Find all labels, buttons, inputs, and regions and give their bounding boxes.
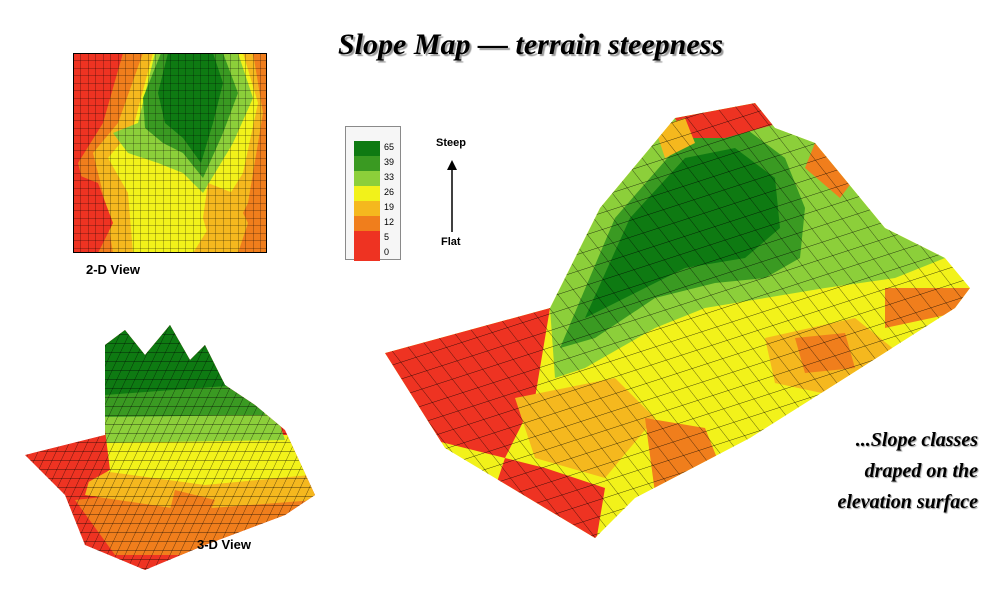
legend-flat-label: Flat (441, 236, 461, 248)
legend-swatch (354, 156, 380, 171)
draped-surface-note: ...Slope classes draped on the elevation… (778, 425, 978, 518)
note-line-3: elevation surface (837, 491, 978, 513)
legend-class-label: 39 (384, 157, 395, 167)
note-line-2: draped on the (864, 460, 978, 482)
legend-class-label: 19 (384, 202, 395, 212)
legend-swatch (354, 201, 380, 216)
slope-surface-3d-small (25, 325, 315, 570)
legend-swatch (354, 141, 380, 156)
slope-map-2d (73, 53, 267, 253)
slope-legend: 65 39 33 26 19 12 5 0 (345, 126, 401, 261)
legend-swatch (354, 216, 380, 231)
legend-swatch (354, 246, 380, 261)
caption-2d-view: 2-D View (86, 262, 140, 277)
legend-steep-label: Steep (436, 137, 466, 149)
legend-swatch (354, 171, 380, 186)
slope-surface-3d-large (385, 103, 970, 538)
legend-class-label: 12 (384, 217, 395, 227)
legend-swatch (354, 231, 380, 246)
legend-class-label: 26 (384, 187, 395, 197)
legend-class-label: 5 (384, 232, 390, 242)
legend-swatch (354, 186, 380, 201)
legend-class-label: 33 (384, 172, 395, 182)
note-line-1: ...Slope classes (855, 429, 978, 451)
page-title: Slope Map — terrain steepness (338, 28, 724, 61)
legend-class-label: 0 (384, 247, 390, 257)
arrow-up-icon (447, 160, 457, 232)
legend-class-label: 65 (384, 142, 395, 152)
caption-3d-view: 3-D View (197, 537, 251, 552)
